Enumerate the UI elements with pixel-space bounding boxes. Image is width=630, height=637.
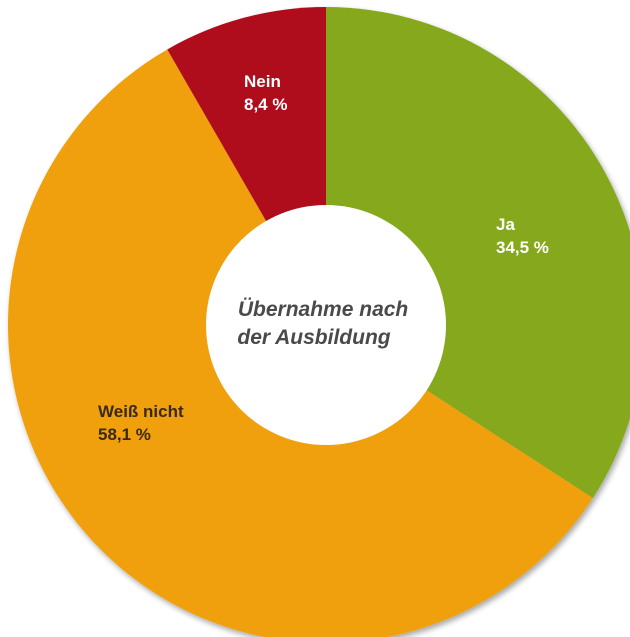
slice-label: Ja 34,5 %	[496, 215, 549, 257]
center-title-line-2: der Ausbildung	[237, 326, 390, 349]
center-title-line-1: Übernahme nach	[238, 298, 408, 321]
slice-category-label: Weiß nicht	[98, 402, 184, 421]
slice-category-label: Nein	[244, 72, 281, 91]
slice-value-label: 58,1 %	[98, 425, 151, 444]
slice-label: Weiß nicht 58,1 %	[98, 402, 184, 444]
slice-value-label: 8,4 %	[244, 95, 287, 114]
slice-label: Nein 8,4 %	[244, 72, 287, 114]
slice-category-label: Ja	[496, 215, 515, 234]
donut-hole	[206, 205, 446, 445]
slice-ja	[326, 7, 630, 499]
center-title: Übernahme nach der Ausbildung	[237, 298, 414, 349]
slice-value-label: 34,5 %	[496, 238, 549, 257]
labels-group: Ja 34,5 % Weiß nicht 58,1 % Nein 8,4 %	[98, 72, 549, 444]
